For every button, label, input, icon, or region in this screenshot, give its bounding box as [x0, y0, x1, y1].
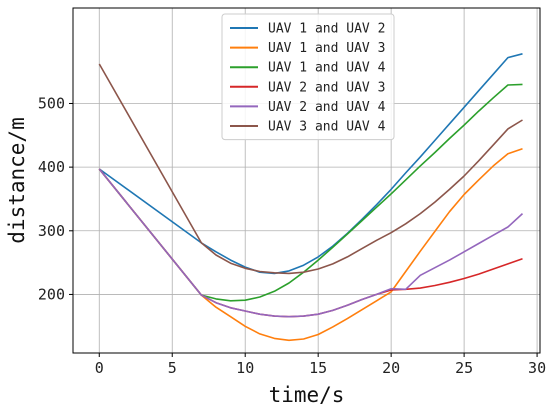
y-tick-label: 500 [38, 94, 65, 112]
series-lines [98, 53, 524, 342]
legend-label: UAV 2 and UAV 4 [268, 100, 386, 115]
series-line-5 [98, 168, 524, 318]
legend-label: UAV 3 and UAV 4 [268, 120, 386, 135]
series-line-2 [98, 147, 523, 342]
legend-label: UAV 1 and UAV 4 [268, 61, 386, 76]
x-tick-label: 5 [168, 359, 177, 377]
legend-box [221, 13, 395, 141]
axis-ticks: 0 5 10 15 20 25 30 200 300 400 500 [38, 94, 546, 377]
x-tick-label: 30 [528, 359, 546, 377]
x-tick-label: 25 [455, 359, 473, 377]
plot-frame [72, 7, 541, 354]
x-axis-title: time/s [269, 383, 345, 407]
legend-label: UAV 1 and UAV 3 [268, 41, 385, 56]
x-tick-label: 10 [236, 359, 254, 377]
legend: UAV 1 and UAV 2 UAV 1 and UAV 3 UAV 1 and … [221, 13, 395, 141]
x-tick-label: 0 [95, 359, 104, 377]
x-tick-label: 15 [309, 359, 327, 377]
y-tick-label: 300 [38, 222, 65, 240]
x-tick-label: 20 [382, 359, 400, 377]
y-tick-label: 400 [38, 158, 65, 176]
y-tick-label: 200 [38, 285, 65, 303]
series-line-3 [98, 83, 523, 302]
legend-label: UAV 1 and UAV 2 [268, 22, 385, 37]
legend-label: UAV 2 and UAV 3 [268, 80, 385, 95]
series-line-6 [98, 63, 523, 275]
y-axis-title: distance/m [5, 117, 29, 243]
